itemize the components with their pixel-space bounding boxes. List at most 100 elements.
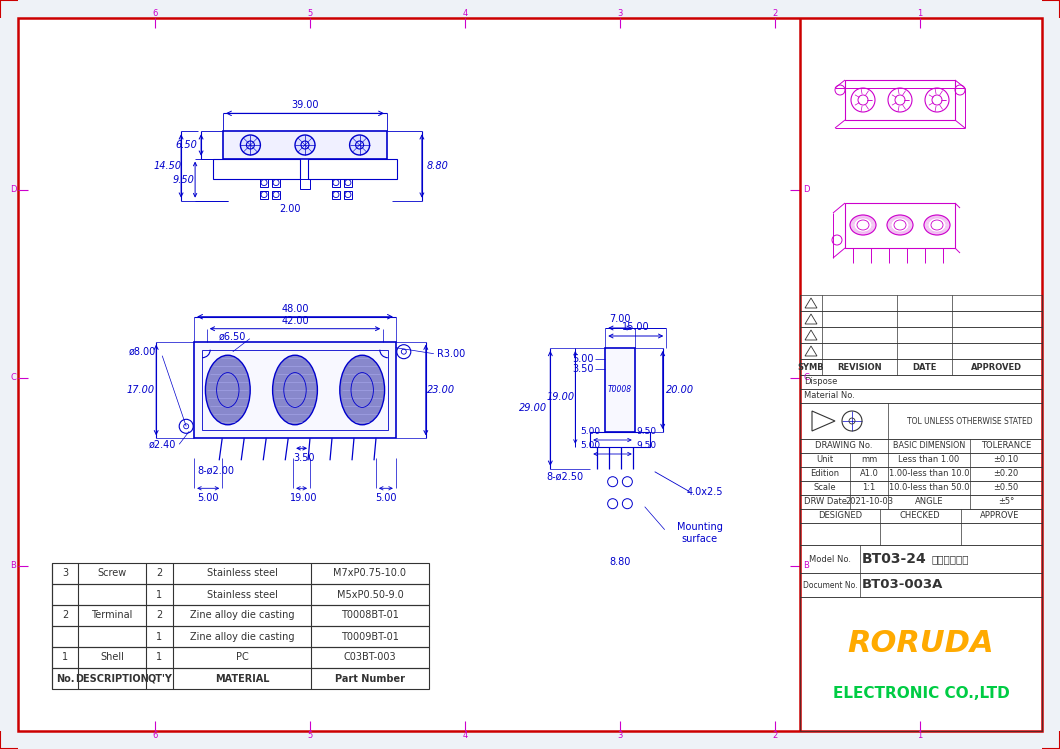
Bar: [800, 467, 1042, 481]
Text: 14.50: 14.50: [153, 161, 181, 171]
Text: ±0.20: ±0.20: [993, 470, 1019, 479]
Text: Stainless steel: Stainless steel: [207, 568, 278, 578]
Text: 6: 6: [153, 732, 158, 741]
Text: Screw: Screw: [98, 568, 126, 578]
Text: ±5°: ±5°: [997, 497, 1014, 506]
Text: 1: 1: [157, 631, 162, 641]
Text: 2: 2: [773, 732, 778, 741]
Text: M7xP0.75-10.0: M7xP0.75-10.0: [334, 568, 406, 578]
Text: 19.00: 19.00: [546, 392, 575, 402]
Bar: [52, 563, 429, 584]
Text: B: B: [803, 562, 809, 571]
Bar: [52, 626, 429, 647]
Text: 5.00: 5.00: [580, 428, 600, 437]
Text: 三位单排端子: 三位单排端子: [932, 554, 969, 564]
Text: DESCRIPTION: DESCRIPTION: [75, 673, 148, 684]
Text: Edition: Edition: [811, 470, 840, 479]
Text: Document No.: Document No.: [802, 580, 858, 589]
Bar: [800, 311, 1042, 327]
Text: 3: 3: [617, 8, 622, 17]
Text: Terminal: Terminal: [91, 610, 132, 620]
Text: C: C: [803, 374, 809, 383]
Text: TOL UNLESS OTHERWISE STATED: TOL UNLESS OTHERWISE STATED: [907, 416, 1032, 425]
Text: Zine alloy die casting: Zine alloy die casting: [190, 631, 295, 641]
Bar: [845, 203, 955, 248]
Text: 7.00: 7.00: [610, 314, 631, 324]
Text: ø8.00: ø8.00: [128, 347, 156, 357]
Text: ±0.10: ±0.10: [993, 455, 1019, 464]
Text: M5xP0.50-9.0: M5xP0.50-9.0: [337, 589, 404, 599]
Text: 23.00: 23.00: [427, 385, 455, 395]
Text: QT'Y: QT'Y: [147, 673, 172, 684]
Bar: [272, 178, 280, 187]
Text: 42.00: 42.00: [281, 315, 308, 326]
Text: 29.00: 29.00: [519, 404, 547, 413]
Text: 10.0-less than 50.0: 10.0-less than 50.0: [888, 484, 969, 493]
Bar: [52, 605, 429, 626]
Text: ø2.40: ø2.40: [148, 440, 176, 449]
Text: 48.00: 48.00: [281, 303, 308, 314]
Text: CHECKED: CHECKED: [900, 512, 940, 521]
Text: T0008BT-01: T0008BT-01: [341, 610, 399, 620]
Text: DATE: DATE: [913, 363, 937, 372]
Text: TOLERANCE: TOLERANCE: [980, 441, 1031, 450]
Bar: [308, 159, 396, 178]
Text: R3.00: R3.00: [437, 349, 465, 359]
Text: 4: 4: [462, 8, 467, 17]
Text: 1: 1: [917, 8, 922, 17]
Text: ø6.50: ø6.50: [219, 332, 247, 342]
Bar: [194, 342, 395, 438]
Text: ±0.50: ±0.50: [993, 484, 1019, 493]
Bar: [202, 350, 388, 430]
Text: 4.0x2.5: 4.0x2.5: [687, 487, 723, 497]
Text: Mounting: Mounting: [676, 522, 723, 532]
Bar: [800, 509, 1042, 523]
Bar: [332, 178, 340, 187]
Text: DRW Date: DRW Date: [803, 497, 847, 506]
Text: 3: 3: [61, 568, 68, 578]
Text: 15.00: 15.00: [622, 322, 650, 332]
Bar: [800, 573, 1042, 597]
Text: Part Number: Part Number: [335, 673, 405, 684]
Bar: [800, 403, 1042, 439]
Text: T0009BT-01: T0009BT-01: [341, 631, 399, 641]
Text: D: D: [802, 186, 809, 195]
Bar: [590, 432, 650, 446]
Bar: [223, 131, 387, 159]
Text: 3: 3: [617, 732, 622, 741]
Text: BT03-003A: BT03-003A: [862, 578, 943, 592]
Text: C: C: [10, 374, 16, 383]
Text: 1: 1: [157, 589, 162, 599]
Text: REVISION: REVISION: [837, 363, 882, 372]
Bar: [800, 343, 1042, 359]
Text: 8-ø2.50: 8-ø2.50: [547, 472, 584, 482]
Text: A1.0: A1.0: [860, 470, 879, 479]
Text: 8.80: 8.80: [427, 161, 448, 171]
Text: 17.00: 17.00: [126, 385, 155, 395]
Circle shape: [295, 135, 315, 155]
Ellipse shape: [272, 355, 317, 425]
Text: 20.00: 20.00: [666, 385, 693, 395]
Text: 5: 5: [307, 732, 313, 741]
Text: 19.00: 19.00: [290, 494, 318, 503]
Text: B: B: [10, 562, 16, 571]
Bar: [213, 159, 300, 178]
Bar: [332, 190, 340, 198]
Text: Shell: Shell: [100, 652, 124, 663]
Bar: [800, 545, 1042, 573]
Bar: [260, 178, 268, 187]
Text: No.: No.: [56, 673, 74, 684]
Bar: [800, 495, 1042, 509]
Text: 5.00: 5.00: [580, 441, 600, 450]
Bar: [800, 359, 1042, 375]
Text: 5: 5: [307, 8, 313, 17]
Text: 2: 2: [61, 610, 68, 620]
Circle shape: [350, 135, 370, 155]
Bar: [260, 190, 268, 198]
Text: 1: 1: [917, 732, 922, 741]
Ellipse shape: [340, 355, 385, 425]
Text: 9.50: 9.50: [637, 428, 657, 437]
Bar: [800, 453, 1042, 467]
Text: 2: 2: [157, 610, 162, 620]
Text: 4: 4: [462, 732, 467, 741]
